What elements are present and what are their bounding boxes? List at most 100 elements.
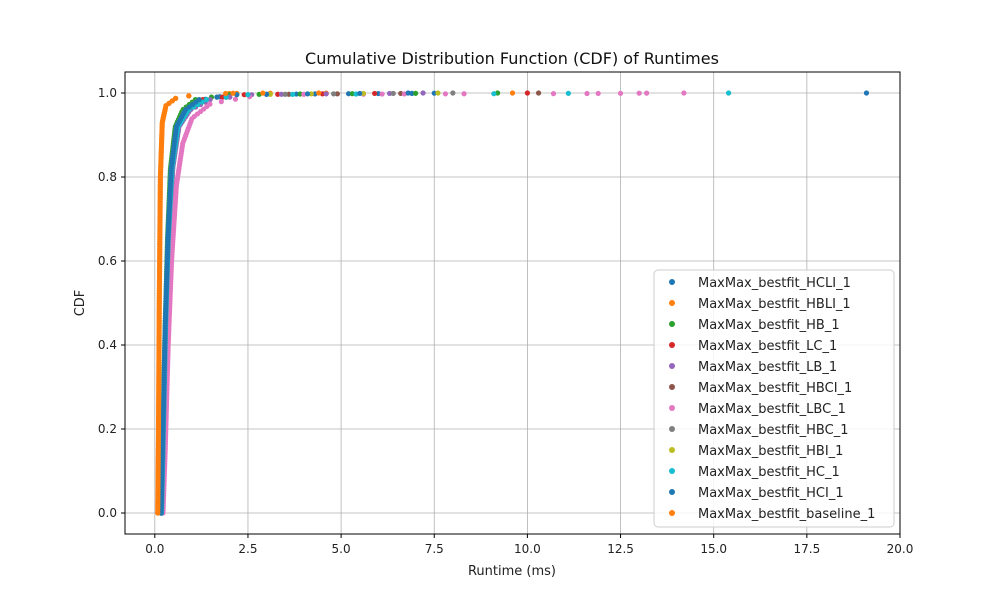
plot-frame <box>124 71 901 535</box>
x-tick-label: 15.0 <box>700 542 727 556</box>
legend-frame <box>653 269 895 528</box>
tail-point <box>357 90 363 97</box>
legend-marker <box>669 321 675 327</box>
tail-point <box>726 90 732 96</box>
series-MaxMax_bestfit_baseline_1 <box>155 90 322 516</box>
x-tick-label: 7.5 <box>425 542 444 556</box>
tail-point <box>435 90 441 96</box>
x-tick-label: 2.5 <box>238 542 257 556</box>
tail-point <box>863 90 870 96</box>
legend-label: MaxMax_bestfit_HBLI_1 <box>698 297 851 312</box>
data-point <box>214 94 220 100</box>
tail-point <box>644 90 650 96</box>
x-tick-label: 17.5 <box>793 542 820 556</box>
x-tick-label: 5.0 <box>332 542 351 556</box>
x-tick-label: 0.0 <box>145 542 164 556</box>
tail-point <box>509 90 516 96</box>
legend-marker <box>669 468 675 474</box>
x-tick-label: 20.0 <box>887 542 914 556</box>
tail-point <box>390 90 396 97</box>
tail-point <box>461 91 467 97</box>
legend-marker <box>669 342 675 348</box>
data-point <box>218 99 224 105</box>
tail-point <box>617 90 624 96</box>
data-layer <box>155 90 870 516</box>
tail-point <box>345 91 352 97</box>
data-point <box>245 92 251 98</box>
legend-label: MaxMax_bestfit_HC_1 <box>698 465 840 480</box>
legend-label: MaxMax_bestfit_HB_1 <box>698 318 840 333</box>
legend-label: MaxMax_bestfit_HCLI_1 <box>698 276 851 291</box>
legend-label: MaxMax_bestfit_LC_1 <box>698 339 837 354</box>
tail-point <box>323 91 329 97</box>
y-axis-label: CDF <box>73 290 88 317</box>
legend-label: MaxMax_bestfit_HCI_1 <box>698 486 844 501</box>
tail-point <box>278 91 285 97</box>
x-axis-label: Runtime (ms) <box>468 564 556 579</box>
y-tick-label: 0.6 <box>98 254 117 268</box>
tail-point <box>316 90 322 96</box>
tail-point <box>636 90 642 96</box>
y-tick-label: 0.4 <box>98 338 117 352</box>
x-axis-ticks: 0.0 2.5 5.0 7.5 10.0 12.5 15.0 17.5 20.0 <box>145 534 913 556</box>
legend-marker <box>669 510 675 516</box>
legend-label: MaxMax_bestfit_HBC_1 <box>698 423 848 438</box>
legend-marker <box>669 405 675 411</box>
tail-point <box>405 90 411 96</box>
y-axis-ticks: 0.0 0.2 0.4 0.6 0.8 1.0 <box>98 86 125 520</box>
tail-point <box>297 91 303 97</box>
data-point <box>219 94 225 100</box>
legend-label: MaxMax_bestfit_LB_1 <box>698 360 837 375</box>
data-point <box>207 101 213 107</box>
tail-point <box>413 90 419 96</box>
tail-point <box>420 90 426 96</box>
tail-point <box>304 91 311 97</box>
series-MaxMax_bestfit_HCI_1 <box>158 90 411 516</box>
data-point <box>241 92 247 98</box>
legend-marker <box>669 489 675 495</box>
tail-point <box>290 91 296 97</box>
y-tick-label: 0.8 <box>98 170 117 184</box>
data-point <box>207 97 213 103</box>
data-point <box>203 97 210 103</box>
tail-point <box>595 90 601 97</box>
y-tick-label: 0.2 <box>98 422 117 436</box>
tail-point <box>524 90 531 96</box>
tail-point <box>442 91 449 97</box>
tail-point <box>379 91 385 97</box>
tail-point <box>550 91 557 97</box>
data-point <box>196 97 202 103</box>
y-tick-label: 0.0 <box>98 506 117 520</box>
legend-marker <box>669 447 675 453</box>
tail-point <box>334 91 340 97</box>
tail-point <box>349 91 355 97</box>
legend-marker <box>669 300 675 306</box>
data-point <box>223 90 229 97</box>
tail-point <box>308 91 314 97</box>
legend: MaxMax_bestfit_HCLI_1 MaxMax_bestfit_HBLI… <box>653 269 895 528</box>
tail-point <box>535 90 542 96</box>
tail-point <box>386 90 393 97</box>
data-point <box>232 96 239 102</box>
tail-point <box>491 91 497 97</box>
legend-marker <box>669 363 675 369</box>
y-tick-label: 1.0 <box>98 86 117 100</box>
tail-point <box>267 91 273 97</box>
tail-point <box>260 90 266 96</box>
tail-point <box>275 91 281 97</box>
legend-marker <box>669 279 675 285</box>
tail-point <box>372 90 378 97</box>
legend-label: MaxMax_bestfit_HBI_1 <box>698 444 843 459</box>
x-tick-label: 12.5 <box>607 542 634 556</box>
legend-label: MaxMax_bestfit_baseline_1 <box>698 507 875 522</box>
tail-point <box>409 90 415 96</box>
tail-point <box>431 90 437 96</box>
data-point <box>173 95 179 101</box>
tail-point <box>681 90 687 96</box>
tail-point <box>282 91 288 97</box>
legend-label: MaxMax_bestfit_HBCI_1 <box>698 381 852 396</box>
data-point <box>227 94 233 100</box>
tail-point <box>230 90 236 96</box>
tail-point <box>360 90 367 97</box>
